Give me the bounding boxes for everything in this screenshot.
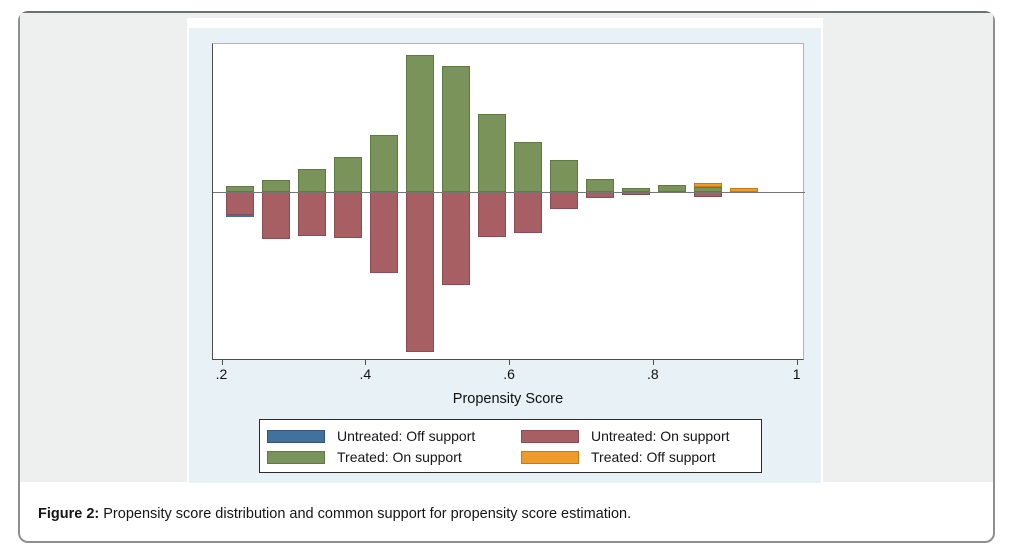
- legend-swatch-icon: [267, 450, 325, 464]
- bar-untreated-on: [334, 191, 363, 238]
- bar-untreated-on: [298, 191, 327, 236]
- x-tick-label: .4: [359, 366, 372, 382]
- x-tick-label: .8: [647, 366, 659, 382]
- legend-item: Treated: On support: [267, 449, 521, 465]
- stata-graph-image: .2 .4 .6 .8 1 Propensity Score Untreated: Of…: [187, 18, 823, 483]
- bar-treated-on: [657, 185, 686, 192]
- legend-box: Untreated: Off support Untreated: On supp…: [259, 419, 762, 473]
- bar-treated-on: [478, 113, 507, 192]
- legend-swatch-icon: [267, 429, 325, 443]
- x-tick-label: .2: [215, 366, 228, 382]
- x-tick-mark: [509, 360, 511, 365]
- figure-image-area: .2 .4 .6 .8 1 Propensity Score Untreated: Of…: [20, 13, 993, 483]
- x-axis-title: Propensity Score: [452, 391, 564, 407]
- bar-treated-on: [550, 160, 579, 192]
- x-tick-mark: [365, 360, 367, 365]
- figure-caption-text: Propensity score distribution and common…: [99, 506, 632, 522]
- bar-untreated-off: [226, 214, 255, 217]
- bar-treated-on: [585, 178, 614, 192]
- bar-untreated-on: [514, 191, 543, 233]
- bar-treated-on: [370, 134, 399, 192]
- x-tick-mark: [221, 360, 223, 365]
- bar-treated-on: [406, 55, 435, 192]
- bar-treated-on: [621, 187, 650, 192]
- bar-treated-on: [226, 186, 255, 192]
- bar-untreated-on: [370, 191, 399, 273]
- bar-treated-on: [262, 180, 291, 192]
- bars-layer: [213, 44, 805, 359]
- legend-label: Untreated: Off support: [337, 428, 476, 444]
- x-tick-label: 1: [792, 366, 801, 382]
- x-tick-mark: [796, 360, 798, 365]
- bar-treated-on: [514, 142, 543, 192]
- legend-item: Treated: Off support: [521, 449, 753, 465]
- legend-label: Untreated: On support: [591, 428, 730, 444]
- bar-treated-on: [334, 157, 363, 192]
- bar-untreated-on: [442, 191, 471, 285]
- graph-region: .2 .4 .6 .8 1 Propensity Score Untreated: Of…: [189, 28, 821, 483]
- bar-treated-off: [729, 188, 758, 192]
- bar-untreated-on: [262, 191, 291, 239]
- x-tick-mark: [652, 360, 654, 365]
- legend-swatch-icon: [521, 450, 579, 464]
- x-tick-label: .6: [503, 366, 515, 382]
- bar-untreated-on: [550, 191, 579, 209]
- bar-treated-on: [298, 168, 327, 192]
- bar-untreated-on: [478, 191, 507, 237]
- legend-item: Untreated: On support: [521, 428, 753, 444]
- bar-treated-on: [693, 186, 722, 192]
- zero-baseline: [213, 191, 805, 193]
- article-figure-card: .2 .4 .6 .8 1 Propensity Score Untreated: Of…: [18, 11, 995, 543]
- bar-treated-off: [693, 183, 722, 187]
- figure-caption-label: Figure 2:: [38, 506, 100, 522]
- figure-caption: Figure 2: Propensity score distribution …: [38, 506, 978, 522]
- bar-treated-on: [442, 66, 471, 192]
- legend-item: Untreated: Off support: [267, 428, 521, 444]
- legend-swatch-icon: [521, 429, 579, 443]
- bar-untreated-on: [226, 191, 255, 215]
- plot-area: [212, 43, 805, 360]
- bar-untreated-on: [406, 191, 435, 352]
- legend-label: Treated: Off support: [591, 449, 716, 465]
- legend-label: Treated: On support: [337, 449, 462, 465]
